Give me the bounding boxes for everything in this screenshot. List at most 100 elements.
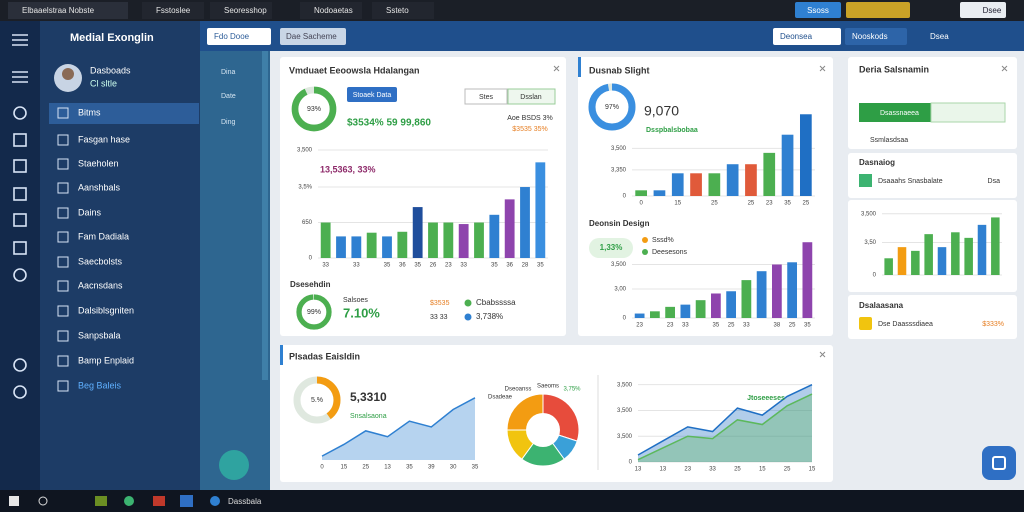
bar xyxy=(336,236,346,258)
search-text[interactable]: Fdo Dooe xyxy=(214,32,250,41)
browser-tab[interactable] xyxy=(372,2,434,19)
tab-label[interactable]: Fsstoslee xyxy=(156,6,191,15)
start[interactable] xyxy=(9,496,19,506)
search-field[interactable] xyxy=(930,102,1006,123)
bar xyxy=(649,311,660,318)
button-label[interactable]: Stoaek Data xyxy=(353,92,392,99)
bar xyxy=(799,114,812,196)
icon[interactable] xyxy=(13,385,27,399)
app[interactable] xyxy=(124,496,134,506)
menu-item[interactable]: Saecbolsts xyxy=(78,256,123,266)
menu-item[interactable]: Aacnsdans xyxy=(78,280,123,290)
y-tick-label: 0 xyxy=(623,316,627,322)
button-label[interactable]: Deonsea xyxy=(780,32,813,41)
header-button[interactable] xyxy=(845,28,907,45)
y-tick-label: 3,500 xyxy=(617,434,633,440)
y-tick-label: 3,500 xyxy=(611,146,627,152)
x-tick-label: 30 xyxy=(450,465,457,471)
x-tick-label: 35 xyxy=(406,465,413,471)
app[interactable] xyxy=(95,496,107,506)
list-icon[interactable] xyxy=(12,71,28,83)
tab-label[interactable]: Elbaaelstraa Nobste xyxy=(22,6,95,15)
icon[interactable] xyxy=(13,187,27,201)
bar xyxy=(695,300,706,318)
close-icon[interactable] xyxy=(553,65,1008,358)
browser-tab[interactable] xyxy=(210,2,272,19)
app[interactable] xyxy=(180,495,193,507)
taskbar xyxy=(0,490,1024,512)
menu-item[interactable]: Staeholen xyxy=(78,158,119,168)
app[interactable] xyxy=(153,496,165,506)
strip-item[interactable]: Ding xyxy=(221,119,236,126)
side-label: Aoe BSDS 3% xyxy=(507,115,553,122)
search-input[interactable] xyxy=(280,28,346,45)
bar xyxy=(489,214,500,258)
browser-tab[interactable] xyxy=(300,2,362,19)
line xyxy=(637,393,813,461)
menu-item[interactable]: Bitms xyxy=(78,107,101,117)
browser-tab[interactable] xyxy=(142,2,204,19)
donut-arc xyxy=(296,294,332,330)
user-name[interactable]: Dsea xyxy=(930,32,949,41)
bar xyxy=(741,280,752,318)
tab-label[interactable]: Dsslan xyxy=(520,94,542,101)
tab-label[interactable]: Seoresshop xyxy=(224,6,267,15)
icon[interactable] xyxy=(13,358,27,372)
menu-icon xyxy=(57,182,69,194)
panel-title: Plsadas Eaisldin xyxy=(289,351,360,361)
tab-label[interactable]: Ssteto xyxy=(386,6,409,15)
x-tick-label: 33 xyxy=(322,263,329,269)
button-label[interactable]: Nooskods xyxy=(852,32,888,41)
fab[interactable] xyxy=(219,450,249,480)
button-label[interactable]: Ssoss xyxy=(807,6,829,15)
blue-button[interactable] xyxy=(795,2,841,18)
menu-icon xyxy=(57,107,69,119)
menu-item[interactable]: Dalsiblsgniten xyxy=(78,305,134,315)
caption: Salsoes xyxy=(343,297,368,304)
browser-tab[interactable] xyxy=(8,2,128,19)
yellow-button[interactable] xyxy=(846,2,910,18)
taskbar-app[interactable]: Dassbala xyxy=(228,497,262,506)
tab-label[interactable]: Nodoaetas xyxy=(314,6,353,15)
active-item[interactable] xyxy=(49,103,199,124)
tab[interactable] xyxy=(464,88,508,105)
x-tick-label: 33 xyxy=(709,467,716,473)
app[interactable] xyxy=(210,496,220,506)
menu-item[interactable]: Fasgan hase xyxy=(78,134,130,144)
menu-icon[interactable] xyxy=(12,34,28,46)
search-input[interactable] xyxy=(207,28,271,45)
menu-item[interactable]: Bamp Enplaid xyxy=(78,355,134,365)
card-item: Dse Daasssdiaea xyxy=(878,321,933,328)
menu-item[interactable]: Sanpsbala xyxy=(78,330,121,340)
strip-item[interactable]: Date xyxy=(221,93,236,100)
bar xyxy=(924,234,933,275)
menu-item[interactable]: Dains xyxy=(78,207,102,217)
tab-label[interactable]: Stes xyxy=(479,94,494,101)
search-box[interactable] xyxy=(773,28,841,45)
menu-item[interactable]: Beg Baleis xyxy=(78,380,122,390)
rail-icons xyxy=(12,34,28,399)
tab[interactable] xyxy=(507,88,556,105)
user-chip[interactable] xyxy=(960,2,1006,18)
menu-item[interactable]: Fam Dadiala xyxy=(78,231,129,241)
icon[interactable] xyxy=(13,241,27,255)
search-label[interactable]: Dsassnaeea xyxy=(880,110,919,117)
search[interactable] xyxy=(38,496,48,506)
icon[interactable] xyxy=(13,159,27,173)
icon[interactable] xyxy=(13,213,27,227)
strip-item[interactable]: Dina xyxy=(221,69,236,76)
icon[interactable] xyxy=(13,133,27,147)
close-icons[interactable] xyxy=(553,65,1008,358)
panel-title: Dusnab Slight xyxy=(589,65,650,75)
icon[interactable] xyxy=(13,268,27,282)
search-text[interactable]: Dae Sacheme xyxy=(286,32,337,41)
icon[interactable] xyxy=(13,106,27,120)
search-button[interactable] xyxy=(859,103,931,122)
user-name[interactable]: Dsee xyxy=(983,6,1002,15)
menu-item[interactable]: Aanshbals xyxy=(78,182,121,192)
pill xyxy=(589,238,633,258)
panel xyxy=(848,295,1017,339)
button[interactable] xyxy=(347,87,397,102)
chat-button[interactable] xyxy=(982,446,1016,480)
bar xyxy=(320,222,331,258)
